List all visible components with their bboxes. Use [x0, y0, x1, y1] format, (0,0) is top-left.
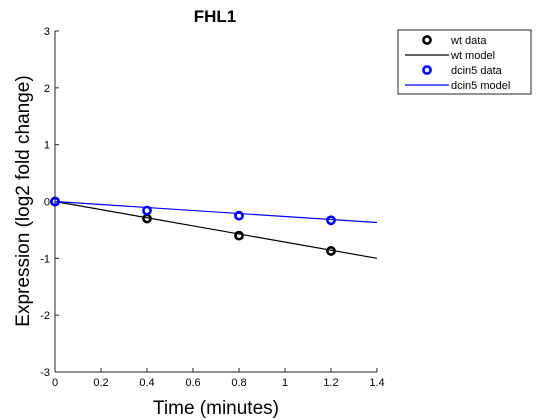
- series-line: [54, 200, 378, 224]
- legend-box: [397, 29, 532, 95]
- legend-label: dcin5 model: [451, 80, 510, 92]
- data-point: [50, 196, 60, 207]
- legend-marker: [422, 35, 432, 45]
- y-tick-label: 3: [44, 26, 50, 38]
- x-tick-label: 1: [282, 377, 288, 389]
- data-point: [326, 215, 336, 226]
- x-tick-label: 0.6: [185, 377, 200, 389]
- x-tick-label: 0.2: [93, 377, 108, 389]
- x-tick-label: 0.8: [231, 377, 246, 389]
- legend: wt data wt model dcin5 data dcin5 model: [397, 29, 532, 95]
- y-tick-label: 1: [44, 140, 50, 152]
- data-point: [142, 205, 152, 216]
- data-point: [326, 246, 336, 256]
- x-tick-label: 0.4: [139, 377, 154, 389]
- x-tick-label: 1.4: [369, 377, 384, 389]
- plot-area: 0 0.2 0.4 0.6 0.8 1 1.2 1.4 -3 -2 -1 0 1 2 3: [40, 26, 384, 389]
- y-tick-label: 0: [44, 197, 50, 209]
- legend-marker: [422, 65, 432, 75]
- legend-label: wt model: [450, 50, 495, 62]
- legend-label: dcin5 data: [451, 65, 503, 77]
- y-tick-label: -2: [40, 310, 50, 322]
- legend-label: wt data: [450, 35, 487, 47]
- chart-title: FHL1: [194, 7, 237, 26]
- data-point: [234, 210, 244, 221]
- y-ticks: -3 -2 -1 0 1 2 3: [40, 26, 59, 379]
- series-line: [54, 200, 378, 259]
- x-tick-label: 0: [52, 377, 58, 389]
- y-tick-label: -1: [40, 253, 50, 265]
- y-axis-title: Expression (log2 fold change): [13, 75, 34, 326]
- x-axis-title: Time (minutes): [153, 398, 279, 419]
- x-ticks: 0 0.2 0.4 0.6 0.8 1 1.2 1.4: [52, 368, 385, 389]
- series-layer: [50, 196, 378, 259]
- data-point: [234, 230, 244, 241]
- y-tick-label: 2: [44, 83, 50, 95]
- x-tick-label: 1.2: [323, 377, 338, 389]
- plot-frame: [55, 31, 377, 372]
- y-tick-label: -3: [40, 367, 50, 379]
